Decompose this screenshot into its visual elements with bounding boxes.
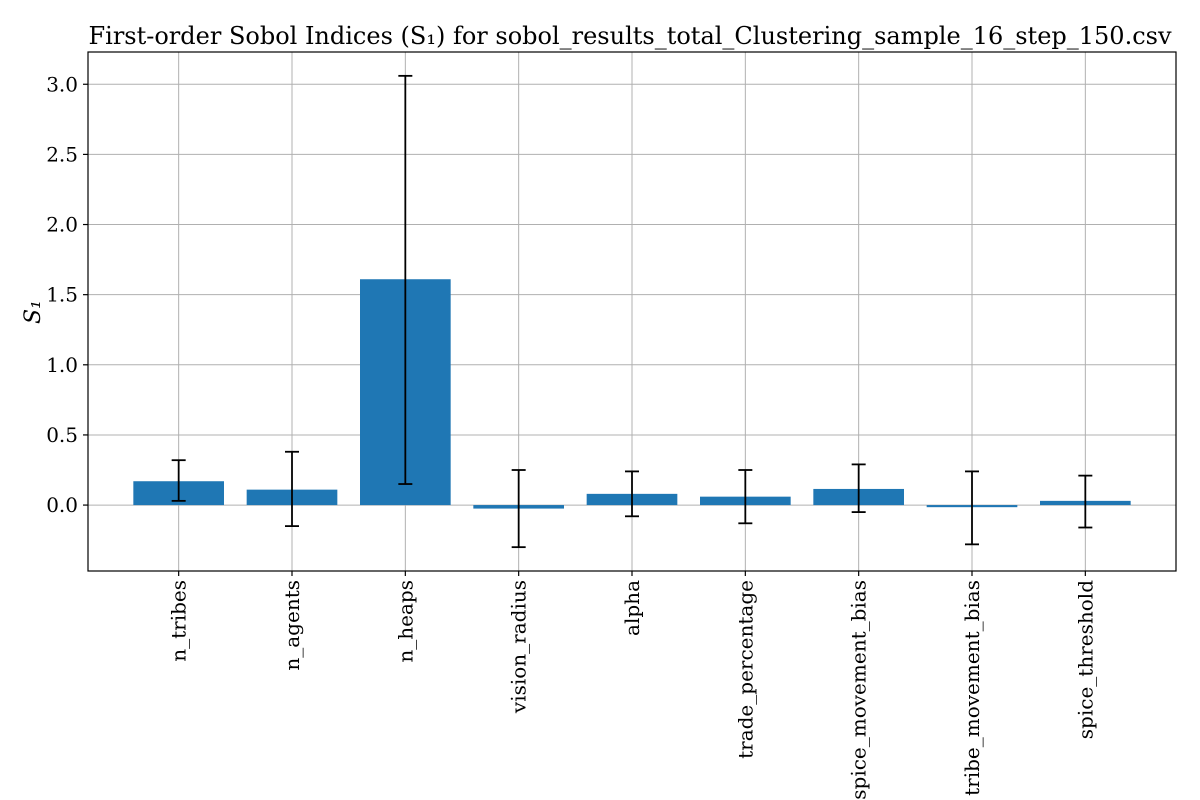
error-bar-n-agents <box>285 450 299 528</box>
error-bar-trade-percentage <box>738 469 753 525</box>
error-bars <box>171 74 1093 549</box>
x-tick-label: spice_threshold <box>1073 580 1097 739</box>
x-tick-label: n_tribes <box>167 580 191 662</box>
x-tick-label: vision_radius <box>507 580 531 714</box>
y-tick-label: 2.5 <box>46 142 78 166</box>
plot-area-frame <box>87 51 1177 572</box>
y-tick-label: 1.0 <box>46 353 78 377</box>
chart-title: First-order Sobol Indices (S₁) for sobol… <box>88 22 1171 50</box>
y-tick-label: 2.0 <box>46 213 78 237</box>
x-ticks: n_tribes n_agents n_heaps vision_radius alph… <box>167 571 1097 800</box>
y-axis-label: S₁ <box>21 300 46 324</box>
y-ticks: 0.0 0.5 1.0 1.5 2.0 2.5 3.0 <box>46 72 88 517</box>
error-bar-n-heaps <box>398 74 413 485</box>
x-tick-label: trade_percentage <box>733 580 757 759</box>
x-tick-label: n_agents <box>280 580 304 671</box>
error-bar-vision-radius <box>511 469 526 549</box>
y-tick-label: 3.0 <box>46 72 78 96</box>
error-bar-spice-threshold <box>1078 474 1093 529</box>
error-bar-spice-movement-bias <box>851 463 866 513</box>
y-tick-label: 0.0 <box>46 493 78 517</box>
y-tick-label: 0.5 <box>46 423 78 447</box>
x-tick-label: spice_movement_bias <box>847 580 871 800</box>
error-bar-alpha <box>625 470 639 518</box>
error-bar-n-tribes <box>171 459 186 502</box>
error-bar-tribe-movement-bias <box>965 470 979 546</box>
x-tick-label: tribe_movement_bias <box>960 580 984 796</box>
x-tick-label: n_heaps <box>393 580 417 663</box>
y-tick-label: 1.5 <box>46 283 78 307</box>
x-tick-label: alpha <box>620 580 644 636</box>
